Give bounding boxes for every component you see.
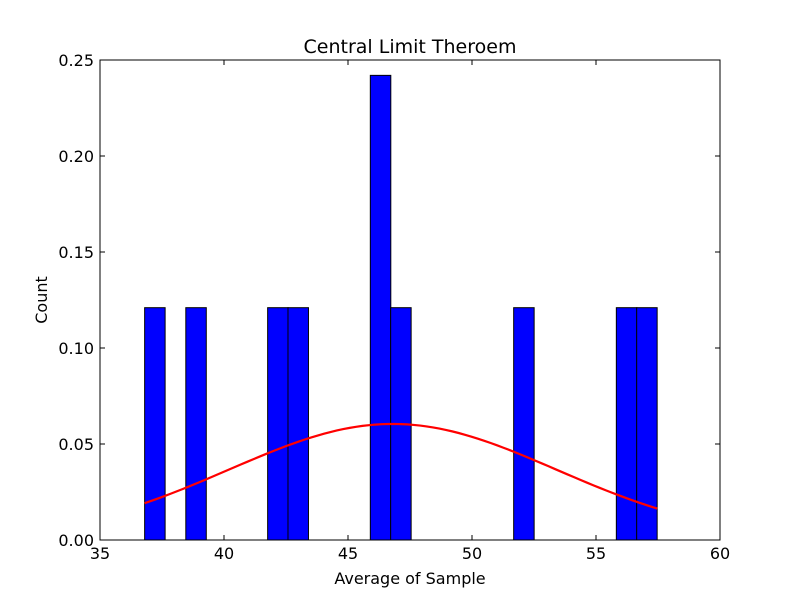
y-tick-label-2: 0.10 — [58, 339, 94, 358]
bar-1 — [144, 307, 166, 541]
normal-curve — [144, 422, 658, 510]
y-tick-label-1: 0.05 — [58, 435, 94, 454]
x-tick-label-0: 35 — [90, 544, 110, 563]
x-tick-label-5: 60 — [710, 544, 730, 563]
chart-title: Central Limit Theroem — [304, 36, 517, 58]
x-tick-label-4: 55 — [586, 544, 606, 563]
bars-group — [144, 74, 658, 541]
bar-2 — [185, 307, 207, 541]
y-tick-label-5: 0.25 — [58, 51, 94, 70]
y-tick-label-4: 0.20 — [58, 147, 94, 166]
bar-4 — [287, 307, 309, 541]
x-axis-label: Average of Sample — [334, 569, 485, 588]
bar-3 — [267, 307, 289, 541]
curve-layer — [144, 422, 658, 510]
y-axis-label: Count — [32, 276, 51, 324]
y-tick-label-0: 0.00 — [58, 531, 94, 550]
bar-5 — [369, 74, 392, 541]
plot-frame — [99, 59, 721, 541]
ticks-group: 35 40 45 50 55 60 0.00 0.05 0.10 0.15 0.20 0.25 — [58, 51, 730, 563]
bar-8 — [615, 307, 638, 541]
x-tick-label-3: 50 — [462, 544, 482, 563]
x-tick-label-1: 40 — [214, 544, 234, 563]
y-tick-label-3: 0.15 — [58, 243, 94, 262]
x-tick-label-2: 45 — [338, 544, 358, 563]
bar-7 — [513, 307, 535, 541]
